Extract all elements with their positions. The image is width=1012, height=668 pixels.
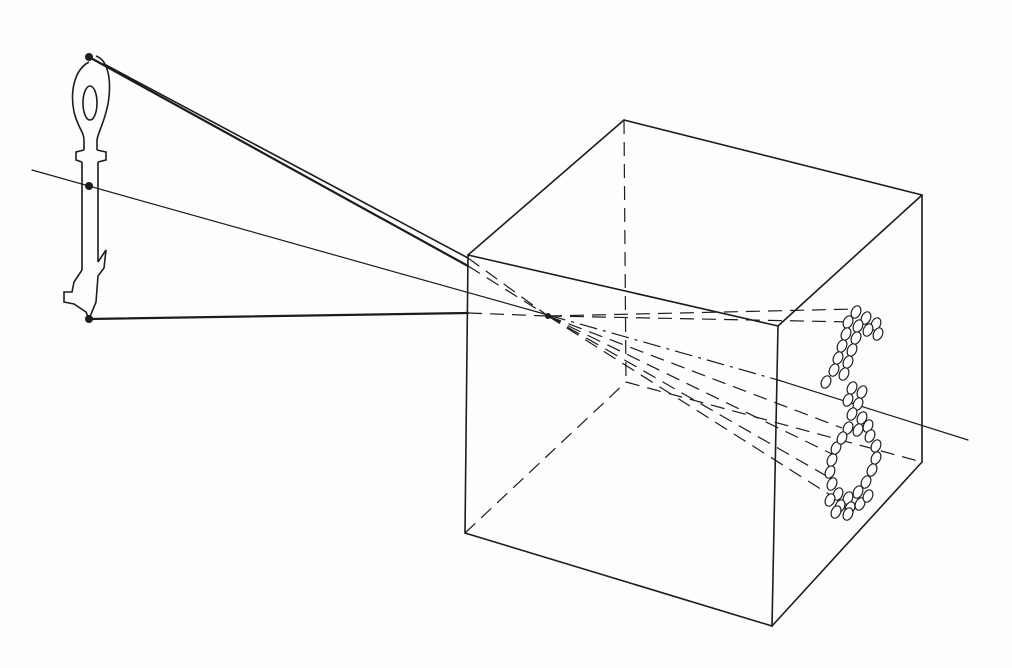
optical-axis xyxy=(31,169,969,441)
box-top-left-edge xyxy=(467,119,625,256)
box-hidden-bottom-left xyxy=(464,381,627,534)
image-grain xyxy=(862,323,874,337)
pinhole xyxy=(545,313,551,319)
image-grain xyxy=(870,439,882,453)
image-grain xyxy=(824,493,836,507)
inner-ray-top-1 xyxy=(467,265,549,317)
ray-bottom xyxy=(87,311,470,321)
key-ring-outer-right xyxy=(95,55,111,150)
image-grain xyxy=(828,363,840,377)
projected-ray-3 xyxy=(547,315,843,429)
box-bottom-right-edge xyxy=(771,461,923,627)
image-grain xyxy=(826,477,838,491)
key-top-point xyxy=(85,53,93,61)
inner-ray-bottom xyxy=(467,312,549,317)
projected-ray-6 xyxy=(547,315,839,501)
image-grain xyxy=(864,429,876,443)
incoming-rays xyxy=(87,55,470,321)
image-grain xyxy=(820,375,832,389)
image-grain xyxy=(846,407,858,421)
key-mid-point xyxy=(85,182,93,190)
image-grain xyxy=(852,423,864,437)
optical-axis-inside xyxy=(547,314,779,381)
image-grain xyxy=(838,367,850,381)
internal-rays xyxy=(467,257,857,501)
projected-ray-4 xyxy=(547,315,835,456)
image-grain xyxy=(862,419,874,433)
projected-ray-1 xyxy=(547,308,857,317)
image-grain xyxy=(842,507,854,521)
key-bit xyxy=(63,249,107,320)
image-grain xyxy=(852,485,864,499)
ray-top-2 xyxy=(103,63,469,259)
image-grain xyxy=(862,489,874,503)
key-object xyxy=(63,55,111,320)
image-grain xyxy=(842,393,854,407)
image-grain xyxy=(836,431,848,445)
ray-top-1 xyxy=(87,55,470,268)
projected-ray-5 xyxy=(547,315,831,479)
key-ring-outer xyxy=(71,61,90,150)
box-top-right-edge xyxy=(777,194,923,327)
box-top-back-edge xyxy=(623,119,923,196)
key-bottom-point xyxy=(85,315,93,323)
optical-axis-exit xyxy=(777,379,969,441)
optical-axis-outside xyxy=(31,169,549,316)
key-ring-inner xyxy=(82,85,98,121)
inner-ray-top-2 xyxy=(467,257,549,317)
image-grain xyxy=(850,305,862,319)
projected-ray-2 xyxy=(547,315,853,323)
image-grain xyxy=(860,475,872,489)
projected-image xyxy=(820,305,884,521)
key-collar xyxy=(75,149,107,163)
image-grain xyxy=(830,505,842,519)
image-grain xyxy=(872,327,884,341)
